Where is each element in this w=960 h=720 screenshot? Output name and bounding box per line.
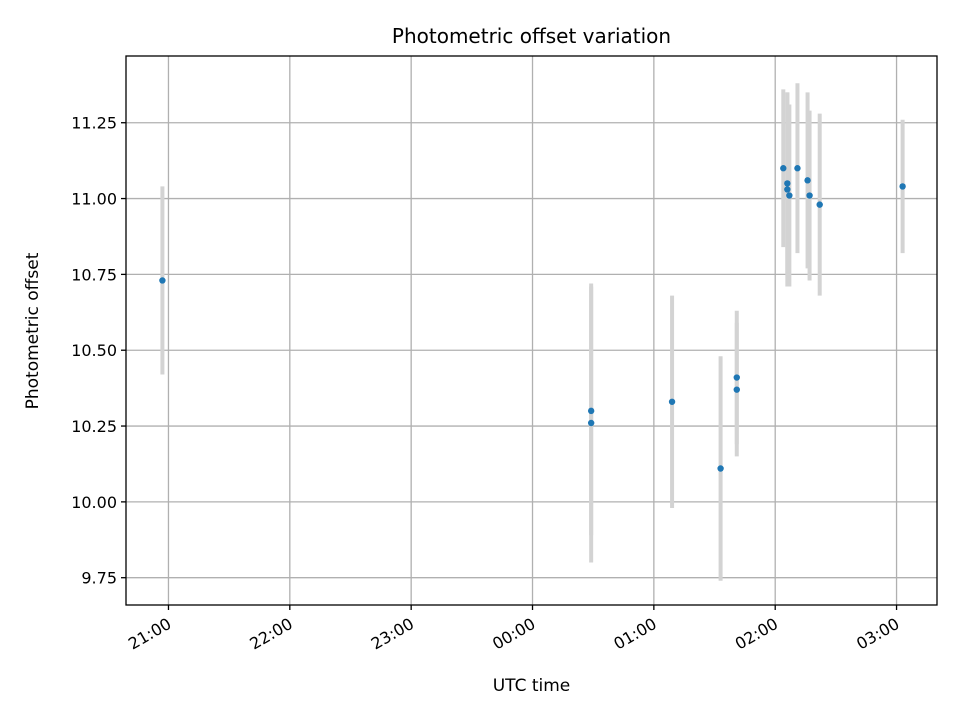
data-point xyxy=(784,186,791,193)
data-point xyxy=(587,407,595,415)
data-point xyxy=(733,386,740,393)
data-point xyxy=(587,419,595,427)
y-axis-label: Photometric offset xyxy=(23,252,43,409)
y-tick-label: 11.00 xyxy=(71,190,117,209)
data-points xyxy=(159,165,906,472)
y-tick-label: 10.25 xyxy=(71,417,117,436)
y-tick-label: 10.00 xyxy=(71,493,117,512)
y-tick-label: 10.50 xyxy=(71,341,117,360)
grid xyxy=(126,56,937,605)
y-tick-label: 11.25 xyxy=(71,114,117,133)
data-point xyxy=(816,201,823,208)
data-point xyxy=(784,180,791,187)
chart-title: Photometric offset variation xyxy=(392,24,671,48)
data-point xyxy=(780,165,787,172)
data-point xyxy=(717,465,724,472)
y-tick-label: 9.75 xyxy=(81,569,117,588)
x-axis-label: UTC time xyxy=(493,676,571,696)
data-point xyxy=(159,277,166,284)
data-point xyxy=(806,192,813,199)
plot-frame xyxy=(125,55,938,606)
data-point xyxy=(899,183,906,190)
y-axis-ticks: 9.75 10.00 10.25 10.50 10.75 11.00 11.25 xyxy=(71,114,126,588)
data-point xyxy=(733,374,740,381)
data-point xyxy=(794,165,801,172)
data-point xyxy=(786,192,793,199)
y-tick-label: 10.75 xyxy=(71,265,117,284)
data-point xyxy=(804,177,811,184)
data-point xyxy=(668,398,676,405)
